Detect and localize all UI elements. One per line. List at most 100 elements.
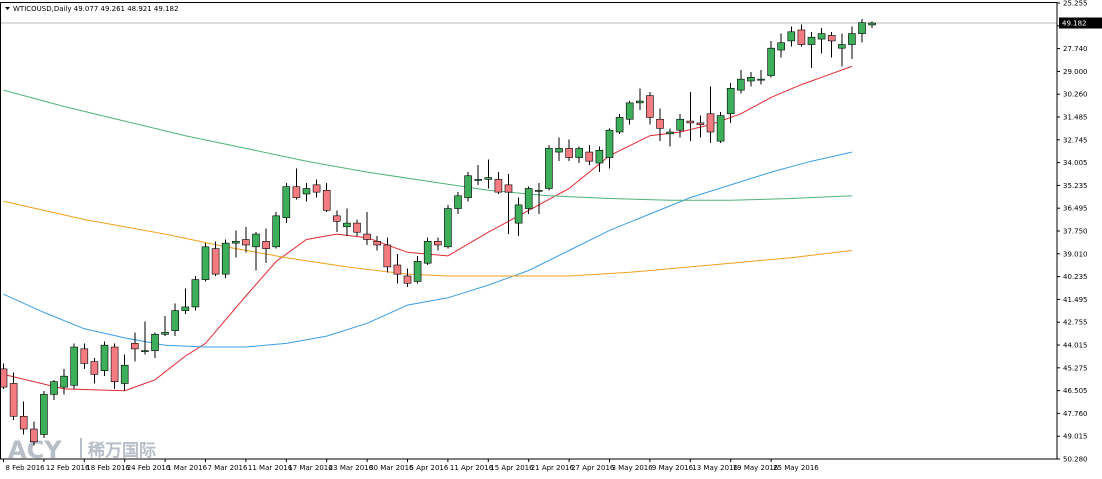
y-tick-label: 50.280 — [1063, 456, 1088, 464]
candle — [525, 187, 532, 214]
candle — [242, 227, 249, 253]
candle — [747, 72, 754, 87]
candle — [444, 205, 451, 249]
candle-body — [0, 369, 7, 387]
candle-body — [232, 241, 239, 243]
y-tick-label: 41.495 — [1063, 296, 1088, 304]
x-tick-label: 19 May 2016 — [733, 464, 779, 472]
candle-body — [727, 88, 734, 114]
candle-body — [61, 376, 68, 387]
candle — [505, 174, 512, 234]
candle — [131, 332, 138, 361]
candle-body — [30, 429, 37, 442]
candle — [475, 165, 482, 185]
y-tick-label: 27.740 — [1063, 45, 1088, 53]
candle — [636, 88, 643, 110]
candle-body — [182, 307, 189, 311]
candle — [859, 19, 866, 43]
candle — [606, 128, 613, 168]
candle-body — [131, 343, 138, 348]
candle-body — [404, 276, 411, 283]
candle — [303, 183, 310, 201]
candle-body — [81, 349, 88, 364]
candle — [758, 70, 765, 85]
candle-body — [798, 30, 805, 45]
y-tick-label: 36.495 — [1063, 205, 1088, 213]
candle — [354, 219, 361, 235]
candle-body — [737, 79, 744, 90]
candle — [192, 276, 199, 311]
x-tick-label: 11 Apr 2016 — [450, 464, 494, 472]
candle — [394, 254, 401, 283]
candle-body — [707, 114, 714, 132]
candle-body — [121, 365, 128, 383]
candle — [61, 369, 68, 395]
candle-body — [505, 185, 512, 192]
candle-body — [758, 79, 765, 80]
candle — [838, 34, 845, 67]
candle — [808, 32, 815, 68]
candle — [20, 402, 27, 435]
candle-body — [808, 37, 815, 44]
candle-body — [20, 416, 27, 429]
candle-body — [202, 247, 209, 280]
candle — [91, 358, 98, 384]
candle-body — [515, 205, 522, 223]
candle-body — [273, 216, 280, 247]
candle — [152, 332, 159, 358]
candle-body — [525, 188, 532, 208]
candle — [455, 192, 462, 214]
candle-body — [283, 187, 290, 218]
y-tick-label: 44.015 — [1063, 342, 1088, 350]
candle — [485, 159, 492, 188]
symbol-ohlc-readout: WTICOUSD,Daily 49.077 49.261 48.921 49.1… — [13, 5, 178, 13]
candle-body — [818, 34, 825, 39]
candle — [869, 22, 876, 28]
candle — [626, 101, 633, 125]
candle-body — [172, 311, 179, 331]
candle — [212, 241, 219, 276]
candle-body — [222, 243, 229, 274]
x-tick-label: 21 Apr 2016 — [531, 464, 575, 472]
candle-body — [313, 185, 320, 192]
x-tick-label: 13 May 2016 — [692, 464, 738, 472]
candle — [707, 86, 714, 142]
candle — [495, 172, 502, 194]
candle — [333, 210, 340, 232]
y-tick-label: 29.000 — [1063, 68, 1088, 76]
y-tick-label: 37.750 — [1063, 228, 1088, 236]
candle-body — [788, 32, 795, 41]
y-tick-label: 39.010 — [1063, 250, 1088, 258]
candle-body — [566, 148, 573, 157]
candle-body — [657, 119, 664, 128]
candle — [515, 198, 522, 236]
candle-body — [535, 190, 542, 191]
candle-body — [364, 234, 371, 239]
candle-body — [768, 48, 775, 75]
candle — [293, 168, 300, 199]
candle-body — [51, 382, 58, 395]
candle-body — [91, 362, 98, 375]
candle-body — [444, 209, 451, 247]
candle — [313, 179, 320, 197]
moving-average-line — [4, 66, 852, 390]
candle-body — [636, 101, 643, 103]
candle — [182, 289, 189, 315]
symbol-dropdown-icon[interactable] — [5, 7, 10, 10]
candle — [172, 303, 179, 336]
candle — [768, 41, 775, 77]
candle-body — [465, 176, 472, 198]
x-tick-label: 12 Feb 2016 — [46, 464, 90, 472]
candle-body — [646, 96, 653, 118]
candle-body — [434, 241, 441, 245]
candle — [677, 114, 684, 138]
candle — [545, 145, 552, 191]
candle-body — [838, 45, 845, 49]
candle — [848, 26, 855, 59]
candle-body — [384, 245, 391, 267]
candle — [71, 343, 78, 389]
candle-body — [333, 216, 340, 221]
